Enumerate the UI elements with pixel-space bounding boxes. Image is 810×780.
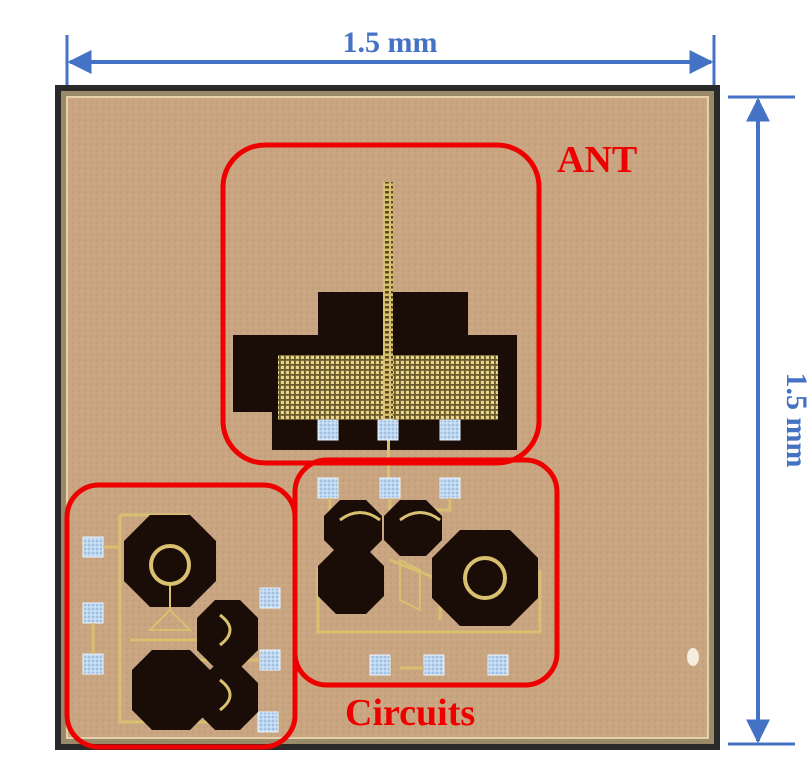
circuits-label: Circuits [345, 692, 475, 734]
pad [439, 419, 461, 441]
pad [487, 654, 509, 676]
circuit-block-right [316, 498, 542, 670]
height-dimension [728, 95, 795, 746]
pad [377, 419, 399, 441]
width-dimension [65, 35, 716, 85]
region-highlights [64, 142, 560, 750]
width-label: 1.5 mm [343, 26, 438, 59]
height-label: 1.5 mm [780, 373, 810, 468]
pad [259, 649, 281, 671]
pad [82, 653, 104, 675]
pad [369, 654, 391, 676]
antenna-structure [233, 182, 517, 480]
pad [379, 477, 401, 499]
pad [257, 711, 279, 733]
bond-pads [82, 419, 509, 733]
pad [423, 654, 445, 676]
antenna-region-box [220, 142, 542, 466]
pad [317, 419, 339, 441]
pad [317, 477, 339, 499]
antenna-label: ANT [557, 139, 637, 181]
pad [82, 536, 104, 558]
pad [82, 602, 104, 624]
pad [259, 587, 281, 609]
circuit-block-left [91, 513, 260, 730]
circuits-region-box-left [64, 482, 298, 750]
pad [439, 477, 461, 499]
